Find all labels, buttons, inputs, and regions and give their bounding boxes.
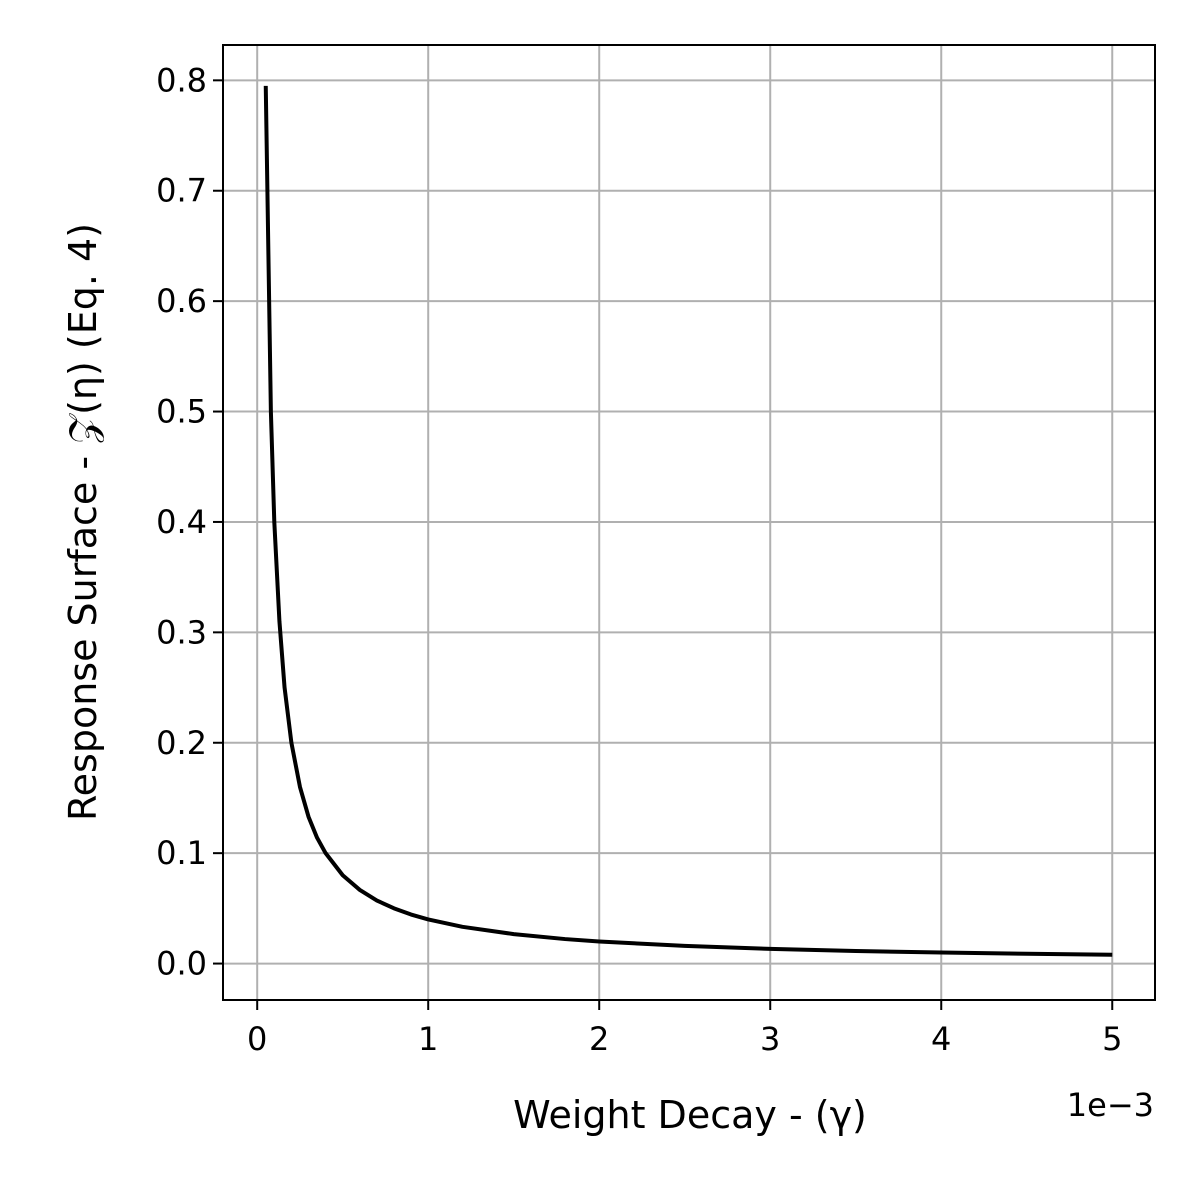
x-tick-label: 3: [760, 1020, 780, 1058]
x-axis-label: Weight Decay - (γ): [513, 1093, 867, 1137]
series-line: [263, 85, 1113, 957]
tick-labels: 0 1 2 3 4 5 0.0 0.1 0.2 0.3 0.4 0.5 0.6 0.7 0.8: [156, 61, 1122, 1058]
x-tick-label: 5: [1102, 1020, 1122, 1058]
y-tick-label: 0.2: [156, 724, 207, 762]
x-tick-label: 2: [589, 1020, 609, 1058]
x-tick-label: 1: [418, 1020, 438, 1058]
data-series: [263, 85, 1113, 957]
y-tick-label: 0.7: [156, 172, 207, 210]
axis-ticks: [213, 79, 1114, 1010]
x-axis-offset-text: 1e−3: [1067, 1086, 1154, 1124]
y-tick-label: 0.5: [156, 393, 207, 431]
y-tick-label: 0.4: [156, 503, 207, 541]
grid-lines: [223, 45, 1155, 1000]
x-tick-label: 4: [931, 1020, 951, 1058]
y-tick-label: 0.8: [156, 61, 207, 99]
x-tick-label: 0: [247, 1020, 267, 1058]
plot-frame: [222, 44, 1156, 1001]
y-tick-label: 0.6: [156, 282, 207, 320]
y-axis-label: Response Surface - 𝒵(η) (Eq. 4): [61, 223, 105, 821]
y-tick-label: 0.0: [156, 945, 207, 983]
y-tick-label: 0.1: [156, 834, 207, 872]
y-tick-label: 0.3: [156, 613, 207, 651]
